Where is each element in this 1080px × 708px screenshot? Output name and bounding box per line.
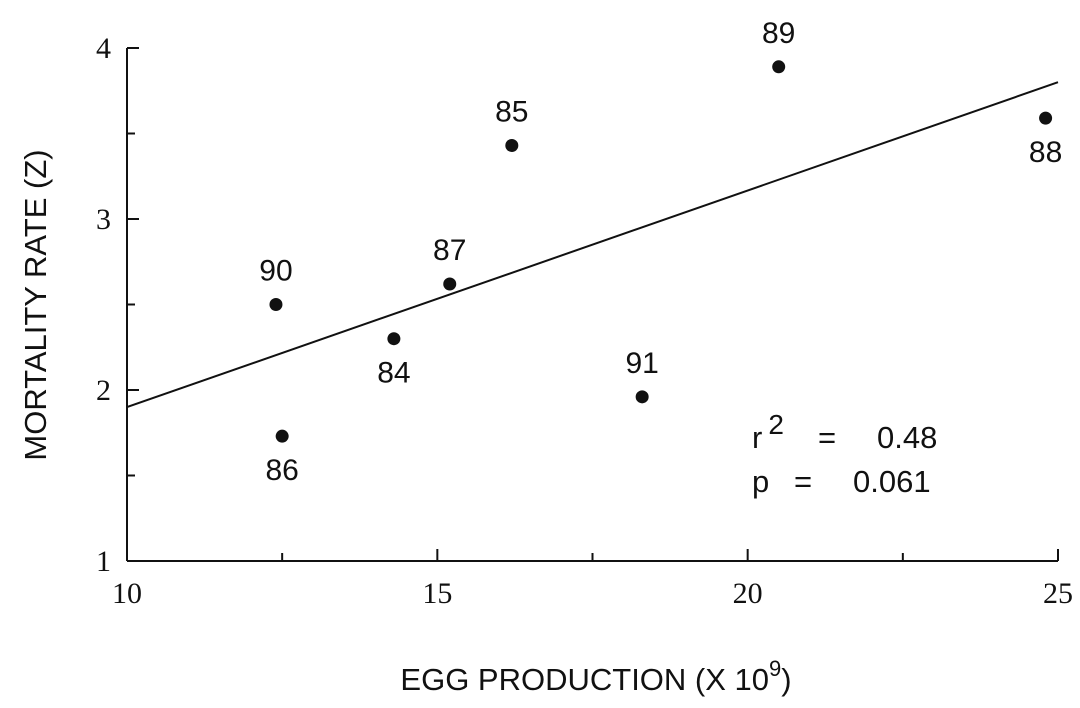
point-label-84: 84	[377, 357, 410, 390]
r-squared-equals: =	[818, 420, 836, 455]
data-point-labels: 84 85 86 87 88 89 90 91	[259, 17, 1062, 487]
point-label-88: 88	[1029, 136, 1062, 169]
data-point-84	[387, 332, 401, 346]
point-label-86: 86	[265, 454, 298, 487]
data-point-90	[269, 298, 283, 311]
x-tick-label: 25	[1043, 577, 1073, 610]
x-axis-label-main: EGG PRODUCTION (X 10	[400, 662, 769, 697]
r-squared-value: 0.48	[877, 420, 937, 455]
y-tick-label: 2	[96, 374, 111, 407]
axis-tick-labels: 10 15 20 25 1 2 3 4	[96, 32, 1073, 610]
x-axis-label-exponent: 9	[769, 656, 781, 681]
p-equals: =	[794, 464, 812, 499]
point-label-90: 90	[259, 255, 292, 288]
data-point-91	[635, 390, 649, 404]
point-label-91: 91	[625, 347, 658, 380]
r-label: r	[752, 420, 762, 455]
regression-line	[126, 81, 1059, 409]
axis-ticks	[126, 47, 1059, 562]
y-tick-label: 4	[96, 32, 111, 65]
r-exponent: 2	[768, 409, 784, 440]
x-tick-label: 15	[422, 577, 452, 610]
data-point-88	[1039, 111, 1053, 125]
y-tick-label: 3	[96, 203, 111, 236]
data-point-87	[443, 277, 457, 291]
data-point-89	[772, 60, 786, 74]
point-label-87: 87	[433, 234, 466, 267]
p-value: 0.061	[853, 464, 931, 499]
point-label-89: 89	[762, 17, 795, 50]
x-axis-label: EGG PRODUCTION (X 109)	[400, 656, 791, 697]
y-axis-label: MORTALITY RATE (Z)	[18, 149, 53, 460]
data-points	[269, 60, 1053, 443]
y-tick-label: 1	[96, 545, 111, 578]
p-label: p	[752, 464, 769, 499]
x-tick-label: 10	[112, 577, 142, 610]
data-point-86	[275, 429, 289, 443]
point-label-85: 85	[495, 95, 528, 128]
data-point-85	[505, 138, 519, 152]
x-axis-label-close: )	[781, 662, 791, 697]
x-tick-label: 20	[733, 577, 763, 610]
